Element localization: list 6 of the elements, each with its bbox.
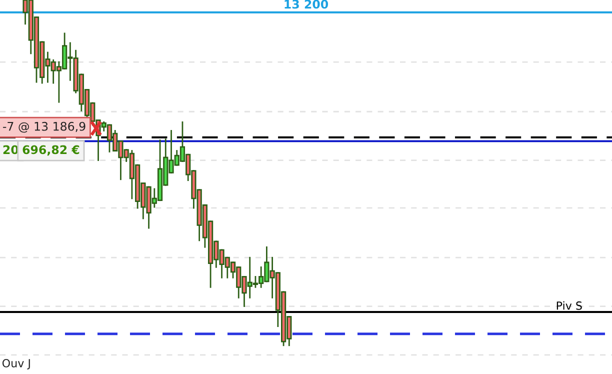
ref-line-label: Piv S [556,301,582,310]
annotation: 696,82 € [22,145,80,156]
ref-line-label: 13 200 [284,0,328,9]
annotation: 20 [3,145,18,154]
annotation: Ouv J [2,358,30,370]
ref-line-label: -7 @ 13 186,9 [3,122,86,133]
